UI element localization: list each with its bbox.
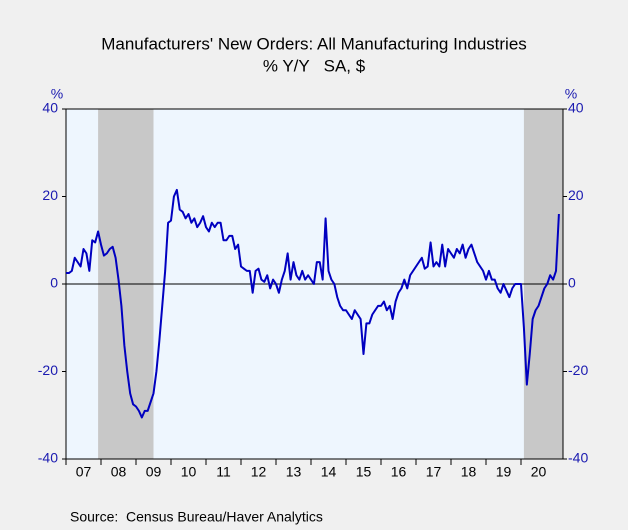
y2-tick-label: 0 — [568, 275, 576, 291]
y2-tick-label: -40 — [568, 450, 588, 466]
chart-subtitle: % Y/Y SA, $ — [263, 56, 366, 75]
x-tick-label: 08 — [111, 464, 127, 480]
y-tick-label: 20 — [42, 187, 58, 203]
x-tick-label: 13 — [286, 464, 302, 480]
y2-tick-label: 40 — [568, 100, 584, 116]
y2-axis-label: % — [565, 86, 577, 102]
x-tick-label: 16 — [391, 464, 407, 480]
x-tick-label: 20 — [531, 464, 547, 480]
y-tick-label: -40 — [38, 450, 58, 466]
x-tick-label: 10 — [181, 464, 197, 480]
y-tick-label: -20 — [38, 362, 58, 378]
x-tick-label: 11 — [216, 464, 231, 480]
chart-title: Manufacturers' New Orders: All Manufactu… — [101, 34, 527, 53]
x-tick-label: 12 — [251, 464, 267, 480]
x-tick-label: 09 — [146, 464, 162, 480]
source-note: Source: Census Bureau/Haver Analytics — [70, 509, 323, 525]
y2-tick-label: -20 — [568, 362, 588, 378]
data-line — [66, 188, 560, 419]
x-tick-label: 15 — [356, 464, 372, 480]
y2-tick-label: 20 — [568, 187, 584, 203]
x-tick-label: 19 — [496, 464, 512, 480]
y-tick-label: 40 — [42, 100, 58, 116]
x-tick-label: 18 — [461, 464, 477, 480]
y-axis-label: % — [51, 86, 63, 102]
y-tick-label: 0 — [50, 275, 58, 291]
x-tick-label: 17 — [426, 464, 442, 480]
x-tick-label: 14 — [321, 464, 337, 480]
x-tick-label: 07 — [76, 464, 92, 480]
